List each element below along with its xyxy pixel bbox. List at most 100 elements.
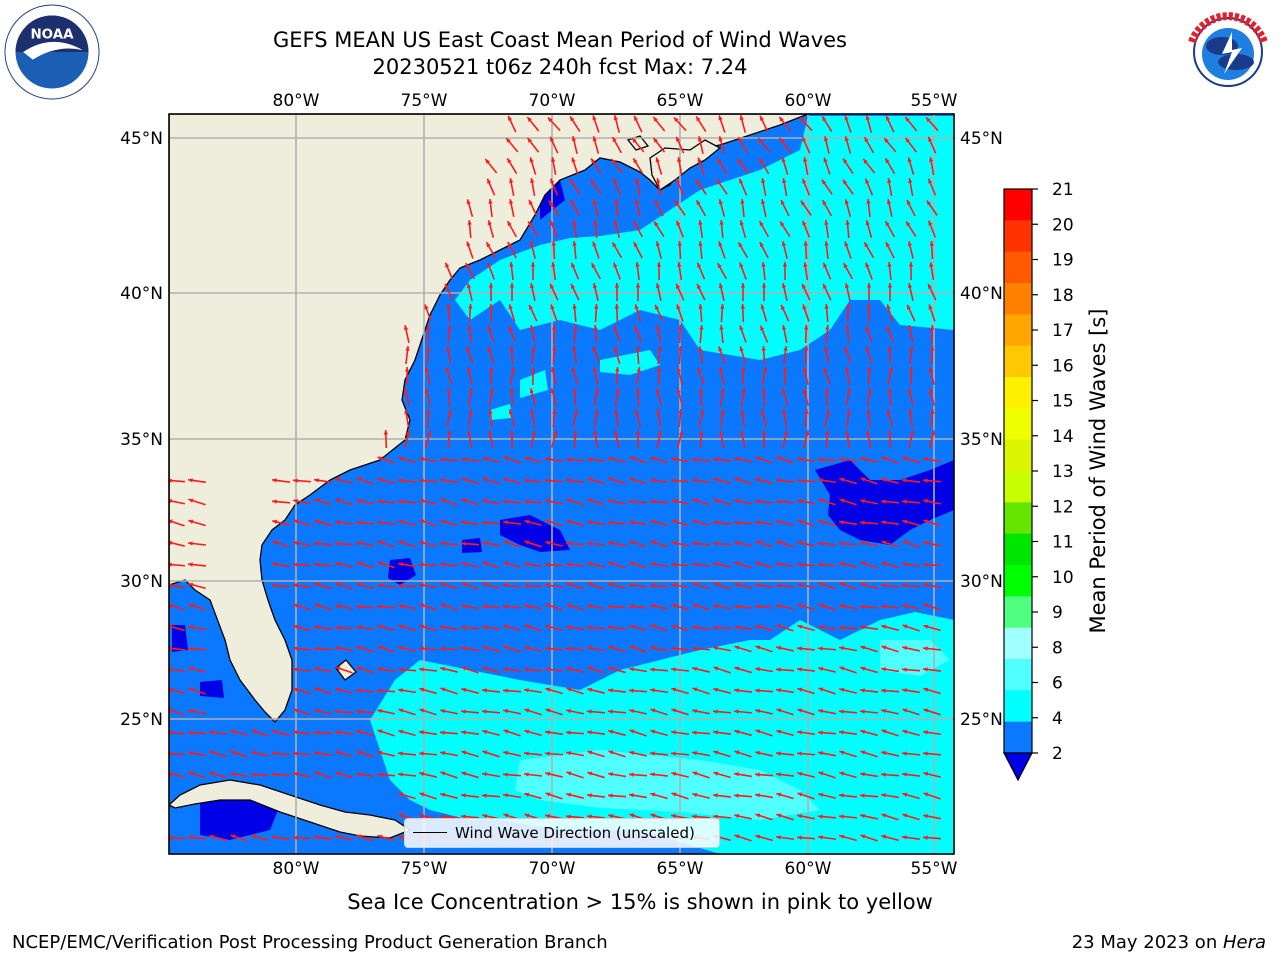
- wave-direction-arrowhead: [573, 409, 579, 415]
- wave-direction-arrowhead: [440, 646, 445, 651]
- wave-direction-arrowhead: [612, 242, 617, 248]
- wave-direction-arrowhead: [923, 562, 928, 567]
- wave-direction-arrowhead: [419, 478, 424, 483]
- wave-direction-arrowhead: [566, 792, 572, 798]
- wave-direction-arrowhead: [569, 179, 575, 185]
- wave-direction-arrowhead: [881, 729, 887, 734]
- wave-direction-arrowhead: [888, 367, 893, 372]
- wave-direction-arrowhead: [356, 750, 362, 755]
- wave-direction-arrowhead: [377, 583, 382, 588]
- wave-direction-arrowhead: [824, 388, 829, 393]
- wave-direction-arrowhead: [696, 200, 701, 206]
- wave-direction-arrowhead: [566, 582, 572, 587]
- wave-direction-arrowhead: [923, 708, 929, 713]
- wave-direction-arrowhead: [629, 688, 634, 693]
- lon-label: 60°W: [785, 859, 832, 879]
- wave-direction-arrowhead: [593, 325, 598, 330]
- wave-direction-arrowhead: [545, 771, 551, 777]
- wave-direction-arrowhead: [655, 283, 661, 289]
- wind-wave-direction-arrows: [169, 115, 942, 842]
- wave-direction-arrowhead: [843, 263, 848, 269]
- wave-direction-arrowhead: [314, 498, 320, 503]
- wave-direction-arrowhead: [446, 346, 451, 351]
- wave-direction-arrowhead: [529, 241, 534, 247]
- wave-direction-arrowhead: [398, 499, 403, 504]
- wave-direction-arrowhead: [846, 388, 851, 393]
- wave-direction-arrowhead: [797, 792, 803, 797]
- wave-direction-arrowhead: [293, 478, 298, 483]
- wave-direction-arrowhead: [697, 367, 702, 373]
- lat-label: 25°N: [960, 710, 1003, 730]
- wave-direction-arrowhead: [545, 457, 550, 462]
- wave-direction-arrowhead: [633, 221, 638, 227]
- wave-direction-arrowhead: [734, 666, 740, 671]
- wave-direction-arrowhead: [440, 582, 446, 587]
- wave-direction-arrowhead: [545, 814, 550, 819]
- wave-direction-arrowhead: [902, 583, 907, 588]
- wave-direction-arrowhead: [482, 625, 487, 630]
- wave-direction-arrowhead: [929, 325, 935, 330]
- wave-direction-arrowhead: [529, 325, 535, 331]
- wave-direction-arrowhead: [566, 666, 572, 672]
- wave-direction-arrowhead: [524, 583, 529, 588]
- wave-direction-arrowhead: [839, 498, 845, 503]
- wave-direction-arrowhead: [356, 561, 362, 566]
- wave-direction-arrowhead: [188, 687, 194, 692]
- wave-direction-arrowhead: [845, 220, 850, 225]
- wave-direction-arrowhead: [482, 666, 488, 671]
- wave-direction-arrowhead: [760, 409, 765, 415]
- wave-direction-arrowhead: [886, 304, 891, 310]
- wave-direction-arrowhead: [419, 603, 425, 608]
- wave-direction-arrowhead: [356, 498, 362, 504]
- wave-direction-arrowhead: [797, 457, 802, 462]
- wave-direction-arrowhead: [718, 136, 723, 142]
- wave-direction-arrowhead: [566, 457, 571, 462]
- wave-direction-arrowhead: [803, 325, 809, 330]
- wave-direction-arrowhead: [398, 667, 403, 672]
- wave-direction-arrowhead: [650, 562, 655, 567]
- wave-direction-arrowhead: [802, 220, 807, 226]
- lon-label: 70°W: [529, 859, 576, 879]
- wave-direction-arrowhead: [573, 325, 578, 330]
- wave-direction-arrowhead: [545, 792, 551, 797]
- wave-direction-arrowhead: [842, 179, 848, 185]
- wave-direction-arrowhead: [755, 813, 761, 818]
- wave-direction-arrowhead: [902, 562, 907, 567]
- wave-direction-arrowhead: [843, 158, 848, 164]
- wave-direction-arrowhead: [739, 325, 744, 331]
- wave-direction-arrowhead: [633, 242, 638, 248]
- colorbar-tick-label: 11: [1052, 533, 1074, 553]
- wave-direction-arrowhead: [335, 477, 341, 482]
- wave-direction-arrowhead: [503, 793, 508, 798]
- wave-direction-arrowhead: [482, 498, 488, 504]
- wave-direction-arrowhead: [755, 477, 761, 483]
- wave-direction-arrowhead: [466, 283, 472, 289]
- footer-machine: Hera: [1222, 932, 1266, 953]
- wave-direction-arrowhead: [734, 813, 740, 819]
- wave-direction-arrowhead: [419, 813, 425, 819]
- wave-direction-arrowhead: [613, 325, 618, 331]
- wave-direction-arrowhead: [755, 750, 761, 756]
- wave-direction-arrowhead: [902, 792, 908, 797]
- wave-direction-arrowhead: [424, 388, 429, 394]
- wave-direction-arrowhead: [419, 708, 425, 713]
- wave-direction-arrowhead: [671, 498, 677, 504]
- wave-direction-arrowhead: [839, 666, 845, 671]
- wave-direction-arrowhead: [734, 456, 740, 462]
- sea-ice-note: Sea Ice Concentration > 15% is shown in …: [347, 890, 933, 914]
- wave-direction-arrowhead: [503, 499, 508, 504]
- wave-direction-arrowhead: [887, 283, 893, 288]
- wave-direction-arrowhead: [398, 813, 404, 818]
- wave-direction-arrowhead: [572, 220, 577, 225]
- wave-direction-arrowhead: [335, 625, 340, 630]
- colorbar-tick-label: 17: [1052, 321, 1074, 341]
- wave-direction-arrowhead: [593, 367, 598, 372]
- wave-direction-arrowhead: [440, 562, 445, 567]
- colorbar-label: Mean Period of Wind Waves [s]: [1086, 309, 1110, 634]
- wave-direction-arrowhead: [860, 793, 865, 798]
- wave-direction-arrowhead: [461, 561, 467, 567]
- wave-direction-arrowhead: [671, 771, 677, 777]
- wave-direction-arrowhead: [507, 158, 512, 164]
- wave-direction-arrowhead: [739, 115, 744, 121]
- wave-direction-arrowhead: [797, 624, 803, 629]
